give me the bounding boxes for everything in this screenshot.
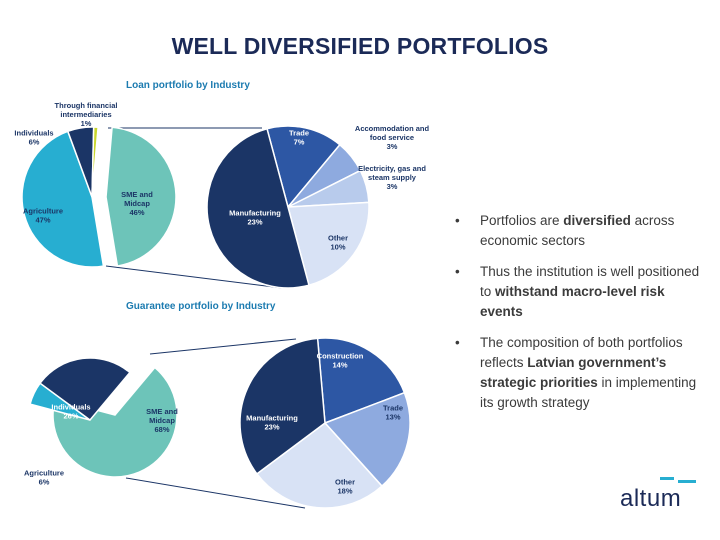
- pie-2-slice-manufacturing: [206, 127, 310, 289]
- pie-4-slice-construction: [316, 337, 406, 425]
- pie-1-label-sme-and-midcap: SME and Midcap 46%: [121, 190, 153, 217]
- pie-2-label-electricity-gas-and-steam-supply: Electricity, gas and steam supply 3%: [358, 164, 426, 191]
- connector-line-4: [125, 477, 306, 509]
- pie-3-slice-individuals: [39, 357, 131, 422]
- altum-logo-icon: [660, 477, 696, 483]
- guarantee-portfolio-title: Guarantee portfolio by Industry: [126, 301, 276, 312]
- bullet-emphasis: diversified: [563, 213, 631, 228]
- connector-line-2: [105, 265, 283, 289]
- pie-4-label-manufacturing: Manufacturing 23%: [246, 414, 298, 432]
- pie-1-slice-sme-and-midcap: [105, 126, 177, 267]
- pie-1-slice-through-financial-intermediaries: [91, 126, 99, 198]
- pie-2-label-trade: Trade 7%: [289, 129, 309, 147]
- bullet-emphasis: Latvian government’s strategic prioritie…: [480, 355, 667, 390]
- pie-2-slice-trade: [266, 125, 341, 209]
- bullet-emphasis: withstand macro-level risk events: [480, 284, 665, 319]
- pie-slices: [21, 125, 411, 509]
- pie-1-label-individuals: Individuals 6%: [14, 129, 53, 147]
- pie-1-slice-agriculture: [21, 130, 105, 268]
- pie-1-label-through-financial-intermediaries: Through financial intermediaries 1%: [55, 101, 118, 128]
- pie-4-label-construction: Construction 14%: [317, 352, 364, 370]
- pie-3-label-agriculture: Agriculture 6%: [24, 469, 64, 487]
- pie-1-label-agriculture: Agriculture 47%: [23, 207, 63, 225]
- pie-3-slice-sme-and-midcap: [52, 366, 178, 478]
- pie-4-slice-manufacturing: [239, 337, 326, 475]
- bullet-item: The composition of both portfolios refle…: [455, 333, 705, 413]
- pie-labels: SME and Midcap 46% Agriculture 47% Individual…: [14, 101, 429, 496]
- bullet-text: Portfolios are: [480, 213, 564, 228]
- pie-3-label-individuals: Individuals 26%: [51, 403, 90, 421]
- pie-4-slice-other: [255, 421, 384, 509]
- key-points-list: Portfolios are diversified across econom…: [455, 211, 705, 424]
- pie-2-slice-other: [287, 201, 370, 287]
- bullet-item: Thus the institution is well positioned …: [455, 262, 705, 322]
- pie-2-label-other: Other 10%: [328, 234, 348, 252]
- pie-4-label-trade: Trade 13%: [383, 404, 403, 422]
- bullet-text: across economic sectors: [480, 213, 675, 248]
- pie-3-label-sme-and-midcap: SME and Midcap 68%: [146, 407, 178, 434]
- bullet-item: Portfolios are diversified across econom…: [455, 211, 705, 251]
- bullet-text: The composition of both portfolios refle…: [480, 335, 683, 370]
- loan-portfolio-title: Loan portfolio by Industry: [126, 80, 250, 91]
- connector-line-3: [149, 338, 297, 355]
- bullet-text: Thus the institution is well positioned …: [480, 264, 700, 299]
- pie-connectors: [105, 127, 306, 509]
- bullet-text: in implementing its growth strategy: [480, 375, 697, 410]
- pie-4-slice-trade: [323, 391, 411, 488]
- pie-2-label-accommodation-and-food-service: Accommodation and food service 3%: [355, 124, 430, 151]
- page-title: WELL DIVERSIFIED PORTFOLIOS: [171, 33, 549, 59]
- altum-logo: altum: [620, 485, 682, 512]
- pie-2-label-manufacturing: Manufacturing 23%: [229, 209, 281, 227]
- pie-4-label-other: Other 18%: [335, 478, 355, 496]
